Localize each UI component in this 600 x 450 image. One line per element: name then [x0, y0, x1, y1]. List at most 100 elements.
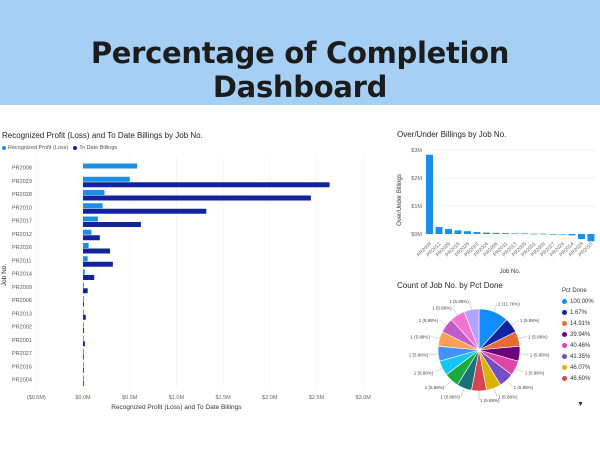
bar-to-date-billings [83, 328, 84, 333]
pct-done-legend[interactable]: Pct Done 100.00% 1.67% 14.91% 39.94% 40.46% 4… [562, 288, 594, 384]
recognized-profit-bar-chart[interactable]: ($0.5M) $0.0M $0.5M $1.0M $1.5M $2.0M $2.5M $3.… [0, 155, 385, 420]
bar-to-date-billings [83, 354, 84, 360]
pct-legend-item[interactable]: 46.60% [562, 373, 594, 384]
pct-legend-swatch [562, 343, 567, 348]
pie-leader-line [438, 319, 447, 326]
pct-legend-item[interactable]: 39.94% [562, 329, 594, 340]
page-title: Percentage of Completion Dashboard [90, 36, 510, 104]
bar-recognized-profit [83, 362, 84, 368]
over-under-bar [445, 228, 452, 234]
pct-legend-label: 41.35% [570, 353, 591, 360]
bar-recognized-profit [83, 309, 84, 315]
pct-legend-swatch [562, 332, 567, 337]
x-tick-label: $1.0M [169, 395, 185, 401]
pct-legend-item[interactable]: 41.35% [562, 351, 594, 362]
bar-to-date-billings [83, 381, 84, 386]
y-tick-label: PR2012 [12, 232, 32, 238]
over-under-bar [549, 234, 557, 235]
bar-to-date-billings [83, 235, 100, 241]
pct-legend-label: 100.00% [570, 298, 594, 305]
pct-legend-title: Pct Done [562, 288, 587, 294]
over-under-bar [587, 234, 595, 242]
y-axis-title: Over/Under Billings [397, 174, 403, 226]
pct-legend-label: 1.67% [570, 309, 588, 316]
pct-done-pie-chart[interactable]: 2 (11.76%)1 (5.88%)1 (5.88%)1 (5.88%)1 (… [397, 290, 562, 415]
pct-legend-swatch [562, 354, 567, 359]
bar-to-date-billings [83, 182, 330, 188]
y-tick-label: PR2029 [12, 179, 32, 185]
x-tick-label: $2.0M [262, 395, 278, 401]
x-axis-title: Job No. [500, 269, 521, 275]
y-axis-title: Job No. [1, 264, 8, 287]
pct-legend-label: 46.07% [570, 364, 591, 371]
legend-label-recognized: Recognized Profit (Loss) [8, 145, 69, 151]
y-tick-label: $3M [411, 148, 422, 154]
bar-recognized-profit [83, 322, 84, 328]
y-tick-label: PR2001 [12, 338, 32, 344]
bar-to-date-billings [83, 208, 207, 214]
y-tick-label: PR2010 [12, 205, 32, 211]
pie-data-label: 1 (5.88%) [432, 305, 452, 310]
pie-data-label: 1 (5.88%) [480, 398, 500, 403]
bar-to-date-billings [83, 301, 84, 307]
over-under-bar [521, 233, 528, 235]
pie-data-label: 1 (5.88%) [449, 299, 469, 304]
x-tick-label: ($0.5M) [27, 395, 46, 401]
y-tick-label: PR2014 [12, 272, 32, 278]
pie-data-label: 1 (5.88%) [528, 334, 548, 339]
pie-leader-line [469, 300, 472, 310]
x-tick-label: $3.0M [356, 395, 372, 401]
over-under-bar [568, 234, 576, 236]
pie-data-label: 1 (5.88%) [409, 353, 429, 358]
pct-legend-swatch [562, 376, 567, 381]
pie-leader-line [519, 353, 529, 355]
bar-recognized-profit [83, 349, 84, 354]
pct-legend-swatch [562, 321, 567, 326]
pct-legend-item[interactable]: 46.07% [562, 362, 594, 373]
pie-leader-line [515, 368, 524, 373]
pie-leader-line [511, 319, 520, 326]
pct-legend-item[interactable]: 40.46% [562, 340, 594, 351]
pct-legend-label: 39.94% [570, 331, 591, 338]
pie-leader-line [445, 380, 452, 388]
y-tick-label: PR2006 [12, 298, 32, 304]
over-under-bar [511, 233, 519, 235]
over-under-bar [473, 232, 481, 234]
x-axis-title: Recognized Profit (Loss) and To Date Bil… [111, 404, 242, 411]
pie-data-label: 1 (5.88%) [525, 370, 545, 375]
over-under-bar [559, 234, 566, 235]
bar-chart-legend[interactable]: Recognized Profit (Loss) To Date Billing… [2, 145, 117, 151]
y-tick-label: PR2013 [12, 311, 32, 317]
pct-legend-item[interactable]: 100.00% [562, 296, 594, 307]
y-tick-label: PR2028 [12, 192, 32, 198]
pie-leader-line [434, 368, 443, 373]
y-tick-label: PR2027 [12, 351, 32, 357]
pie-leader-line [493, 388, 498, 397]
pie-chart-title: Count of Job No. by Pct Done [397, 281, 503, 290]
x-tick-label: $2.5M [309, 395, 325, 401]
pct-legend-label: 46.60% [570, 375, 591, 382]
bar-to-date-billings [83, 288, 88, 294]
y-tick-label: PR2017 [12, 219, 32, 225]
bar-recognized-profit [83, 269, 85, 275]
bar-recognized-profit [83, 282, 84, 288]
pie-leader-line [430, 336, 440, 339]
y-tick-label: PR2011 [12, 258, 31, 264]
over-under-bar [483, 232, 490, 234]
pie-data-label: 2 (11.76%) [498, 301, 520, 306]
pct-legend-item[interactable]: 14.91% [562, 318, 594, 329]
pct-legend-label: 40.46% [570, 342, 591, 349]
x-tick-label: $0.5M [122, 395, 138, 401]
pie-data-label: 1 (5.88%) [425, 385, 445, 390]
y-tick-label: PR2008 [12, 166, 32, 172]
x-tick-label: $0.0M [75, 395, 91, 401]
y-tick-label: PR2026 [12, 245, 32, 251]
legend-scroll-down-icon[interactable]: ▼ [577, 401, 584, 408]
pie-leader-line [506, 380, 513, 388]
pct-legend-swatch [562, 365, 567, 370]
pct-legend-label: 14.91% [570, 320, 591, 327]
bar-recognized-profit [83, 216, 98, 222]
pct-legend-item[interactable]: 1.67% [562, 307, 594, 318]
pie-leader-line [460, 388, 465, 397]
